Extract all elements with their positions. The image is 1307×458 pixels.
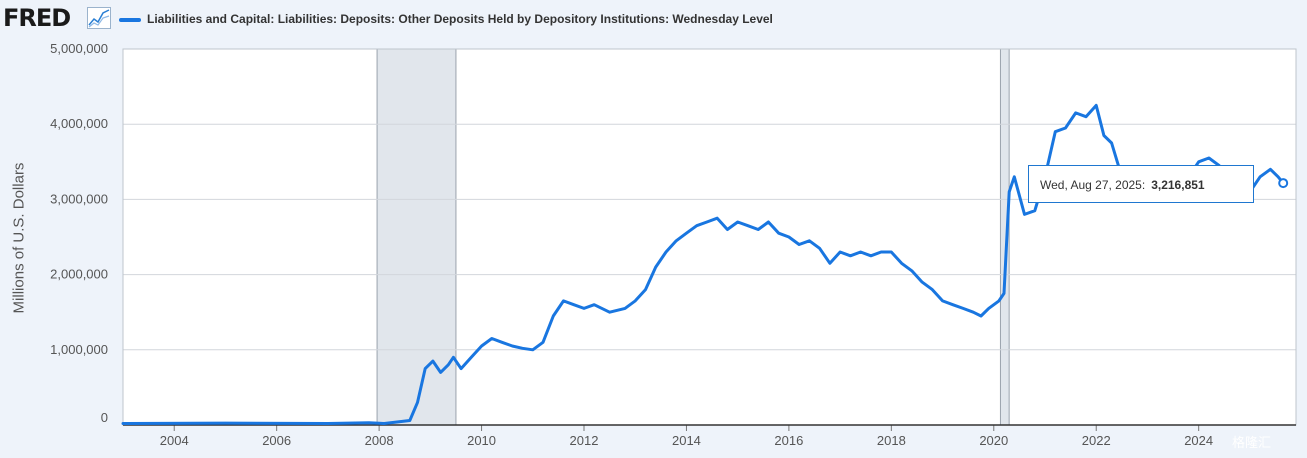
tooltip-value: 3,216,851 [1151,178,1205,192]
recession-band [377,49,456,425]
y-tick-label: 3,000,000 [50,191,108,206]
chart-header: FRED Liabilities and Capital: Liabilitie… [0,0,1307,38]
legend-label: Liabilities and Capital: Liabilities: De… [147,12,773,26]
x-tick-label: 2008 [365,433,394,448]
hover-tooltip: Wed, Aug 27, 2025: 3,216,851 [1028,165,1254,203]
fred-logo[interactable]: FRED [3,4,71,32]
tooltip-date: Wed, Aug 27, 2025: [1040,178,1146,192]
y-tick-label: 1,000,000 [50,342,108,357]
plot-area [123,49,1296,425]
y-tick-label: 4,000,000 [50,116,108,131]
x-tick-label: 2016 [774,433,803,448]
y-tick-label: 5,000,000 [50,41,108,56]
x-tick-label: 2004 [160,433,189,448]
x-tick-label: 2020 [979,433,1008,448]
trend-chart-icon [87,7,111,29]
recession-band [1000,49,1010,425]
y-axis-title: Millions of U.S. Dollars [10,162,28,314]
x-tick-label: 2024 [1184,433,1213,448]
x-tick-label: 2006 [262,433,291,448]
x-tick-label: 2022 [1082,433,1111,448]
x-tick-label: 2018 [877,433,906,448]
hover-point-marker [1278,178,1289,189]
x-tick-label: 2010 [467,433,496,448]
legend-swatch [119,18,141,22]
watermark: 格隆汇 [1232,435,1272,450]
x-tick-label: 2014 [672,433,701,448]
y-tick-label: 0 [101,410,108,425]
y-tick-label: 2,000,000 [50,267,108,282]
x-tick-label: 2012 [570,433,599,448]
